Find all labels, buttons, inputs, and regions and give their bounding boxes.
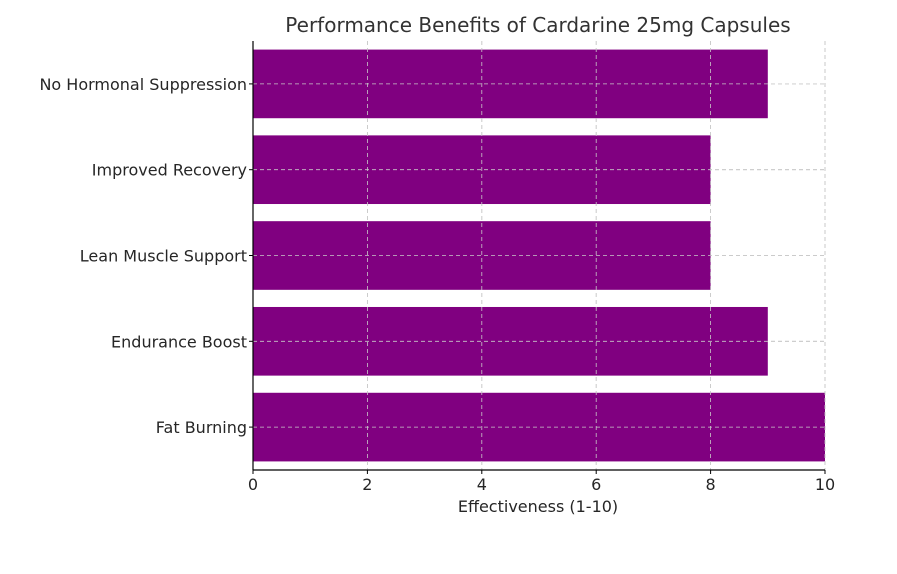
bar-layer	[253, 41, 826, 470]
x-tick-label-0: 0	[248, 475, 258, 494]
chart-title: Performance Benefits of Cardarine 25mg C…	[285, 13, 790, 37]
x-tick-label-1: 2	[362, 475, 372, 494]
x-tick-label-4: 8	[706, 475, 716, 494]
axis-layer: 0 2 4 6 8 10 Fat Burning Endurance Boost Lean Mu…	[39, 41, 835, 494]
y-tick-label-2: Lean Muscle Support	[80, 247, 247, 266]
y-tick-label-4: No Hormonal Suppression	[39, 75, 247, 94]
x-axis-label: Effectiveness (1-10)	[458, 497, 618, 516]
x-tick-label-5: 10	[815, 475, 835, 494]
x-tick-label-2: 4	[477, 475, 487, 494]
y-tick-label-0: Fat Burning	[156, 418, 247, 437]
y-tick-label-1: Endurance Boost	[111, 332, 247, 351]
x-tick-label-3: 6	[591, 475, 601, 494]
y-tick-label-3: Improved Recovery	[92, 161, 247, 180]
